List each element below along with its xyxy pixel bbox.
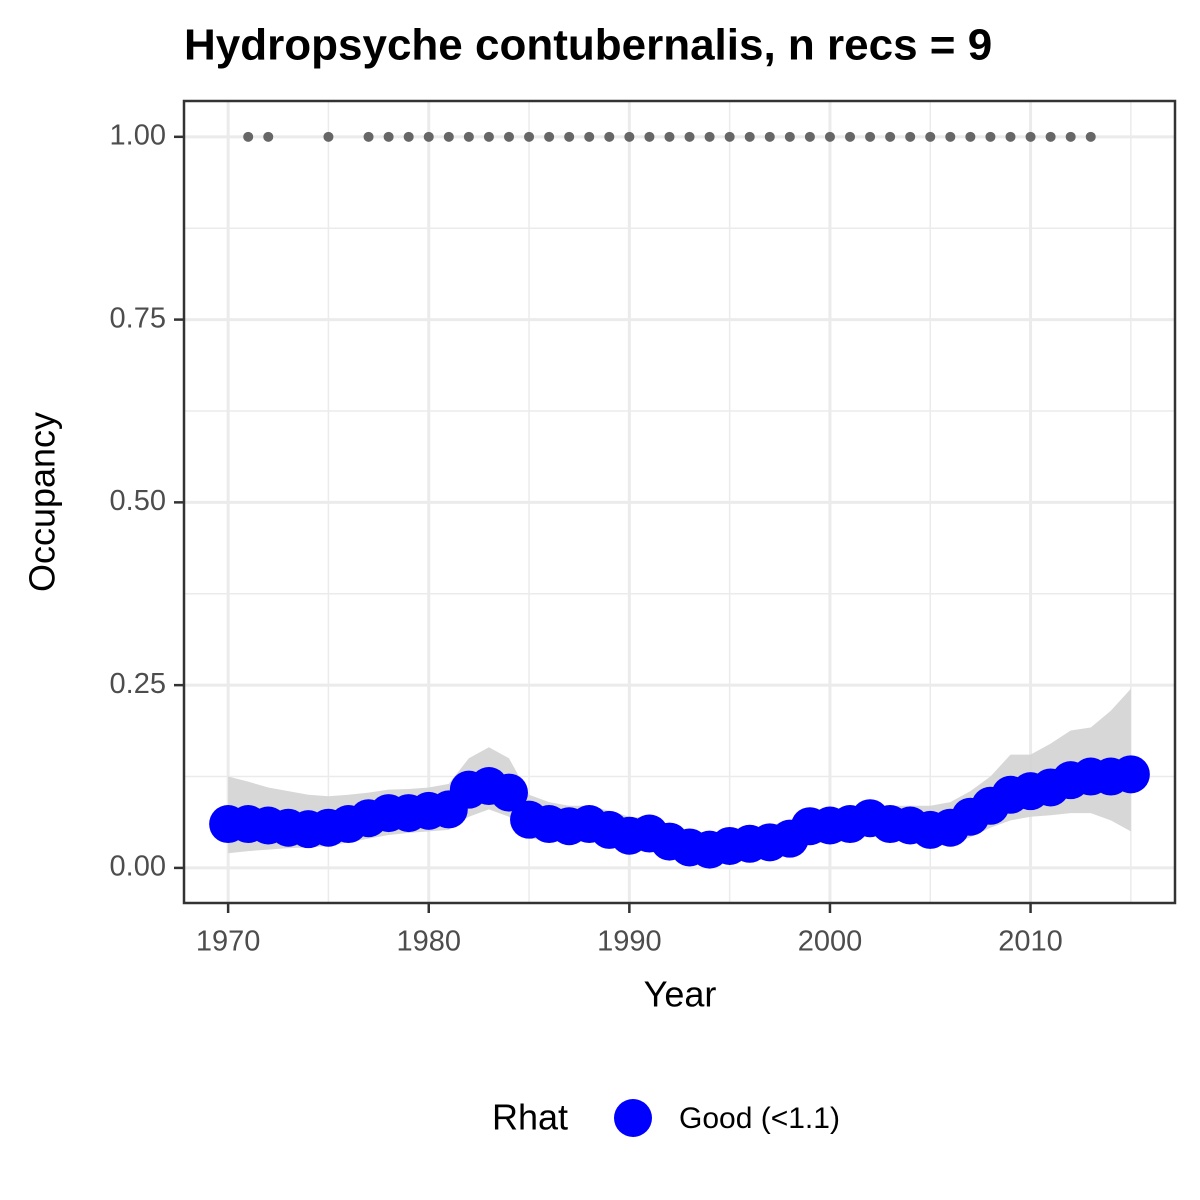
record-point <box>644 131 655 142</box>
x-tick-label: 2000 <box>798 926 863 958</box>
record-point <box>604 131 615 142</box>
x-tick-label: 1970 <box>196 926 261 958</box>
record-point <box>483 131 494 142</box>
record-point <box>1025 131 1036 142</box>
record-point <box>925 131 936 142</box>
record-point <box>845 131 856 142</box>
legend-label: Good (<1.1) <box>679 1102 840 1135</box>
x-tick-label: 1990 <box>597 926 662 958</box>
record-point <box>463 131 474 142</box>
record-point <box>885 131 896 142</box>
y-tick-label: 0.50 <box>110 485 166 517</box>
y-axis-title: Occupancy <box>22 412 63 592</box>
record-point <box>403 131 414 142</box>
x-tick-label: 1980 <box>396 926 461 958</box>
record-point <box>965 131 976 142</box>
record-point <box>744 131 755 142</box>
record-point <box>383 131 394 142</box>
record-point <box>905 131 916 142</box>
legend-key <box>614 1099 652 1137</box>
record-point <box>263 131 274 142</box>
record-point <box>564 131 575 142</box>
record-point <box>443 131 454 142</box>
y-tick-label: 0.25 <box>110 668 166 700</box>
x-axis-title: Year <box>644 974 717 1015</box>
record-point <box>945 131 956 142</box>
record-point <box>423 131 434 142</box>
record-point <box>503 131 514 142</box>
chart-title: Hydropsyche contubernalis, n recs = 9 <box>184 21 992 70</box>
record-point <box>1045 131 1056 142</box>
record-point <box>724 131 735 142</box>
record-point <box>704 131 715 142</box>
record-point <box>684 131 695 142</box>
record-point <box>1065 131 1076 142</box>
record-point <box>1005 131 1016 142</box>
record-point <box>784 131 795 142</box>
record-point <box>363 131 374 142</box>
record-point <box>1085 131 1096 142</box>
record-point <box>624 131 635 142</box>
record-point <box>323 131 334 142</box>
y-tick-label: 0.75 <box>110 302 166 334</box>
record-point <box>985 131 996 142</box>
occupancy-point <box>1111 755 1150 794</box>
record-point <box>584 131 595 142</box>
record-point <box>764 131 775 142</box>
y-tick-label: 0.00 <box>110 851 166 883</box>
x-tick-label: 2010 <box>998 926 1063 958</box>
y-tick-label: 1.00 <box>110 119 166 151</box>
record-point <box>524 131 535 142</box>
legend-title: Rhat <box>492 1097 568 1138</box>
occupancy-point <box>489 773 528 812</box>
record-point <box>865 131 876 142</box>
record-point <box>243 131 254 142</box>
record-point <box>664 131 675 142</box>
record-point <box>824 131 835 142</box>
record-point <box>804 131 815 142</box>
record-point <box>544 131 555 142</box>
